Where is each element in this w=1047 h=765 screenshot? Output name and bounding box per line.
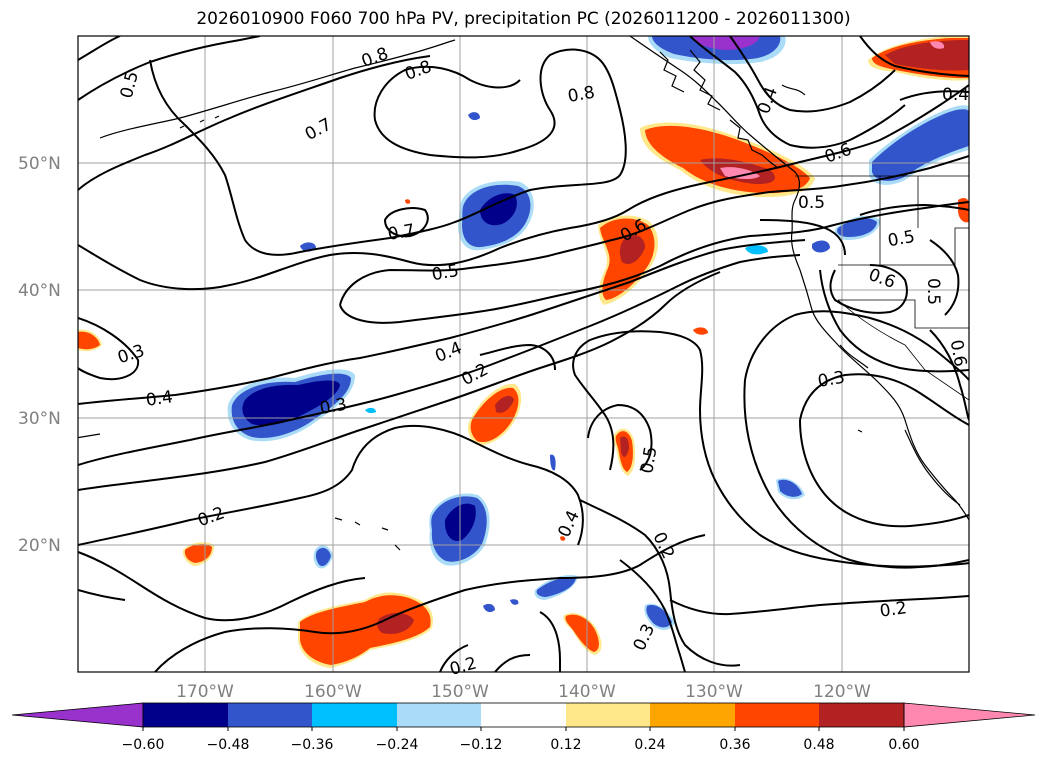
contour-label: 0.4 bbox=[942, 85, 969, 105]
colorbar-swatch bbox=[650, 703, 735, 727]
colorbar-tick-label: −0.12 bbox=[460, 737, 503, 753]
contour-label: 0.4 bbox=[145, 387, 175, 411]
contour-label: 0.5 bbox=[798, 193, 825, 213]
contour-label: 0.3 bbox=[318, 395, 348, 419]
colorbar-swatch bbox=[397, 703, 481, 727]
contour-label: 0.3 bbox=[816, 368, 846, 392]
lat-label: 20°N bbox=[18, 536, 61, 556]
colorbar-swatch bbox=[566, 703, 650, 727]
colorbar-tick-label: −0.24 bbox=[376, 737, 419, 753]
map-canvas bbox=[78, 36, 969, 672]
contour-label: 0.5 bbox=[637, 445, 661, 475]
colorbar-extend-high bbox=[903, 702, 1036, 728]
lat-label: 50°N bbox=[18, 154, 61, 174]
map-frame bbox=[77, 35, 970, 673]
contour-label: 0.7 bbox=[386, 221, 416, 245]
lon-label: 140°W bbox=[558, 682, 616, 702]
graticule bbox=[78, 36, 969, 672]
colorbar-tick-label: 0.24 bbox=[634, 737, 665, 753]
colorbar-swatch bbox=[481, 703, 566, 727]
lat-label: 30°N bbox=[18, 409, 61, 429]
contour-label: 0.2 bbox=[879, 598, 909, 622]
contour-label: 0.5 bbox=[430, 261, 460, 285]
lon-label: 120°W bbox=[813, 682, 871, 702]
lon-label: 130°W bbox=[685, 682, 743, 702]
political-borders bbox=[795, 175, 969, 401]
colorbar-swatch bbox=[312, 703, 397, 727]
contour-label: 0.6 bbox=[946, 338, 970, 368]
colorbar-tick-label: −0.36 bbox=[291, 737, 334, 753]
colorbar-extend-low bbox=[11, 702, 144, 728]
contour-label: 0.5 bbox=[886, 227, 916, 251]
colorbar-tick-label: 0.48 bbox=[803, 737, 834, 753]
colorbar-tick-label: −0.60 bbox=[122, 737, 165, 753]
colorbar-tick-label: 0.12 bbox=[550, 737, 581, 753]
colorbar-swatch bbox=[819, 703, 904, 727]
colorbar-swatch bbox=[228, 703, 312, 727]
lat-label: 40°N bbox=[18, 281, 61, 301]
lon-label: 150°W bbox=[431, 682, 489, 702]
lon-label: 160°W bbox=[304, 682, 362, 702]
colorbar-tick-label: −0.48 bbox=[207, 737, 250, 753]
contour-label: 0.5 bbox=[923, 278, 943, 305]
colorbar-tick-label: 0.36 bbox=[719, 737, 750, 753]
colorbar: −0.60 −0.48 −0.36 −0.24 −0.12 0.12 0.24 … bbox=[11, 702, 1036, 753]
coastlines bbox=[78, 36, 969, 551]
map-title: 2026010900 F060 700 hPa PV, precipitatio… bbox=[196, 9, 851, 29]
lon-label: 170°W bbox=[176, 682, 234, 702]
longitude-labels: 170°W 160°W 150°W 140°W 130°W 120°W bbox=[176, 682, 871, 702]
colorbar-swatch bbox=[143, 703, 228, 727]
colorbar-tick-label: 0.60 bbox=[888, 737, 919, 753]
colorbar-swatch bbox=[735, 703, 819, 727]
latitude-labels: 50°N 40°N 30°N 20°N bbox=[18, 154, 61, 556]
pv-contours bbox=[78, 36, 969, 672]
contour-label: 0.8 bbox=[566, 83, 596, 107]
